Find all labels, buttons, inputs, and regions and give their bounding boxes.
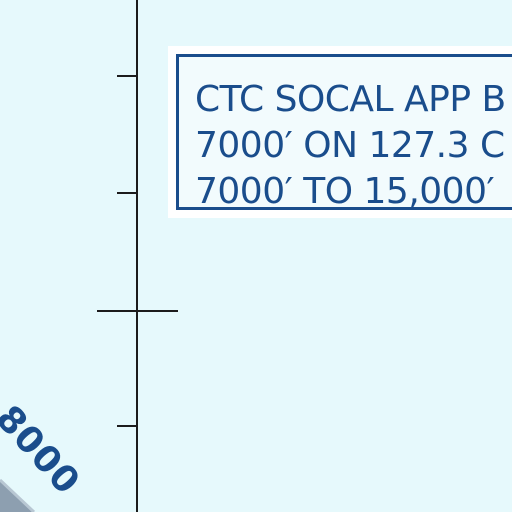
frequency-info-box: CTC SOCAL APP B 7000′ ON 127.3 C 7000′ T…	[168, 46, 512, 218]
info-line-3: 7000′ TO 15,000′	[195, 169, 512, 215]
info-line-1: CTC SOCAL APP B	[195, 77, 512, 123]
info-line-2: 7000′ ON 127.3 C	[195, 123, 512, 169]
frequency-info-box-frame: CTC SOCAL APP B 7000′ ON 127.3 C 7000′ T…	[176, 54, 512, 210]
